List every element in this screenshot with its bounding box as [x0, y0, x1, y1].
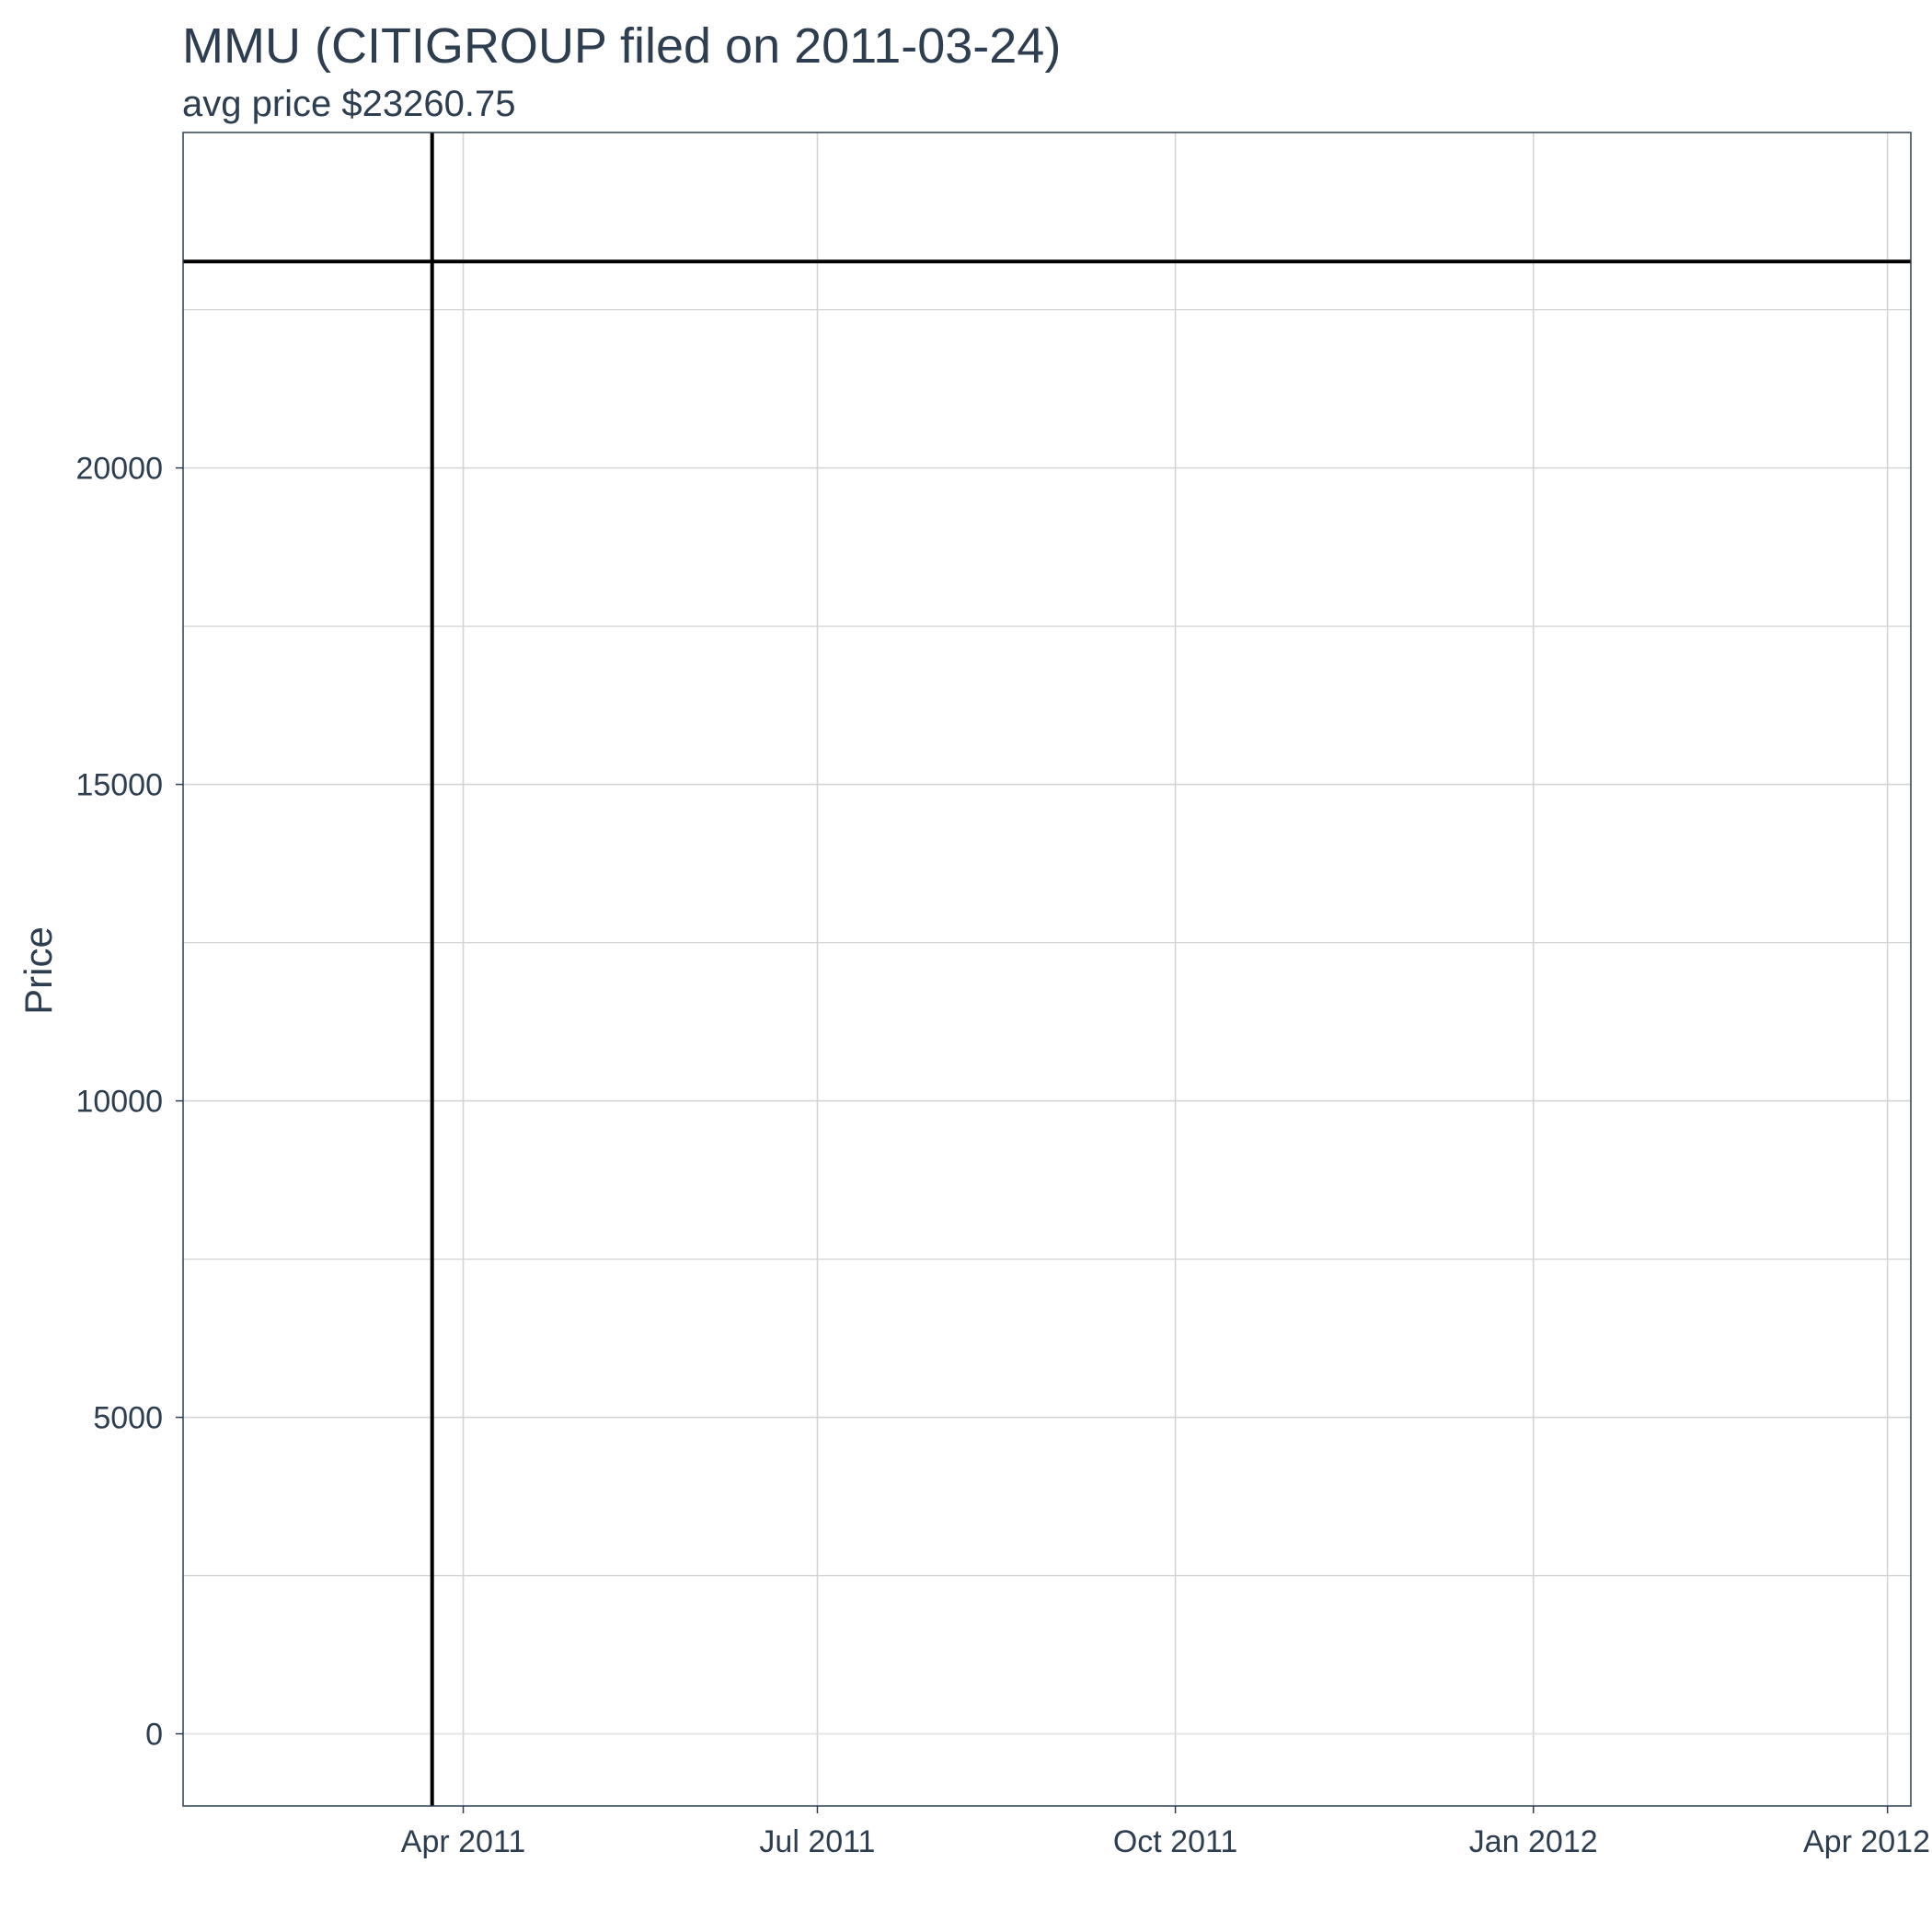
chart-title: MMU (CITIGROUP filed on 2011-03-24)	[182, 18, 1061, 74]
y-tick-label: 15000	[75, 768, 163, 803]
x-tick-label: Jul 2011	[759, 1824, 875, 1859]
x-tick-label: Oct 2011	[1113, 1824, 1237, 1859]
reference-lines	[183, 132, 1911, 1806]
minor-gridlines	[183, 308, 1911, 1577]
chart-subtitle: avg price $23260.75	[182, 84, 516, 124]
x-tick-label: Apr 2012	[1803, 1824, 1930, 1859]
plot-panel-border	[182, 132, 1912, 1807]
x-tick-label: Apr 2011	[401, 1824, 525, 1859]
y-tick-label: 5000	[93, 1401, 163, 1436]
y-axis-ticks: 0 5000 10000 15000 20000	[75, 452, 183, 1753]
major-gridlines	[183, 132, 1911, 1806]
x-axis-ticks: Apr 2011 Jul 2011 Oct 2011 Jan 2012 Apr 2012	[401, 1806, 1930, 1859]
x-tick-label: Jan 2012	[1469, 1824, 1598, 1859]
y-tick-label: 0	[145, 1718, 163, 1753]
y-axis-label: Price	[17, 926, 60, 1015]
y-tick-label: 10000	[75, 1085, 163, 1120]
y-tick-label: 20000	[75, 452, 163, 487]
